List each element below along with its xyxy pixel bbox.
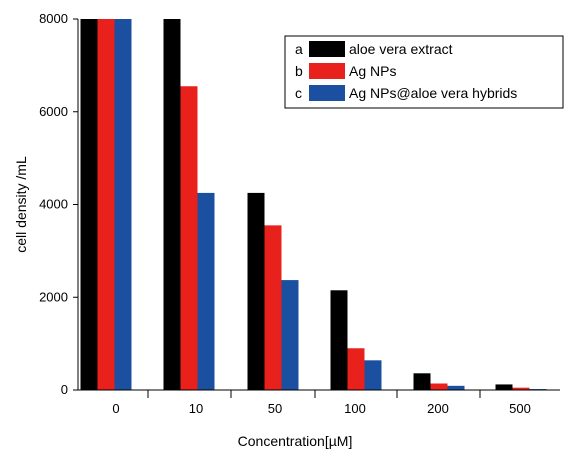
- y-tick-label-6000: 6000: [39, 104, 68, 119]
- bar-b-10: [180, 86, 198, 391]
- legend-label-a: aloe vera extract: [349, 41, 453, 57]
- x-ticks-group: 0 10 50 100 200 500: [112, 390, 531, 416]
- legend-letter-c: c: [295, 85, 302, 101]
- legend-label-b: Ag NPs: [349, 63, 396, 79]
- bar-b-500: [512, 387, 530, 390]
- legend-swatch-c: [309, 85, 345, 101]
- y-ticks-group: 0 2000 4000 6000 8000: [39, 11, 78, 397]
- bar-c-200: [447, 385, 465, 390]
- legend-letter-b: b: [295, 63, 303, 79]
- y-tick-label-4000: 4000: [39, 197, 68, 212]
- bar-a-500: [495, 384, 513, 390]
- bar-b-0: [97, 19, 115, 390]
- legend-swatch-a: [309, 41, 345, 57]
- y-tick-label-0: 0: [61, 382, 68, 397]
- y-axis-title: cell density /mL: [13, 156, 29, 253]
- x-axis-title: Concentration[µM]: [238, 433, 353, 449]
- legend-swatch-b: [309, 63, 345, 79]
- bar-b-200: [430, 383, 448, 390]
- x-tick-label-200: 200: [427, 401, 449, 416]
- bar-c-50: [281, 280, 299, 390]
- bar-c-100: [364, 360, 382, 390]
- legend: a aloe vera extract b Ag NPs c Ag NPs@aloe ve…: [284, 35, 564, 109]
- bar-c-0: [114, 19, 132, 390]
- bar-a-50: [247, 192, 265, 390]
- legend-label-c: Ag NPs@aloe vera hybrids: [349, 85, 517, 101]
- y-tick-label-8000: 8000: [39, 11, 68, 26]
- bar-b-50: [264, 225, 282, 390]
- x-tick-label-0: 0: [112, 401, 119, 416]
- bar-a-10: [163, 19, 181, 390]
- bars-group: [80, 19, 547, 391]
- x-tick-label-10: 10: [189, 401, 203, 416]
- x-tick-label-50: 50: [268, 401, 282, 416]
- bar-a-200: [413, 373, 431, 390]
- bar-b-100: [347, 348, 365, 390]
- bar-c-10: [197, 192, 215, 390]
- bar-a-0: [80, 19, 98, 390]
- x-tick-label-100: 100: [344, 401, 366, 416]
- bar-a-100: [330, 290, 348, 390]
- legend-letter-a: a: [295, 41, 303, 57]
- x-tick-label-500: 500: [509, 401, 531, 416]
- y-tick-label-2000: 2000: [39, 289, 68, 304]
